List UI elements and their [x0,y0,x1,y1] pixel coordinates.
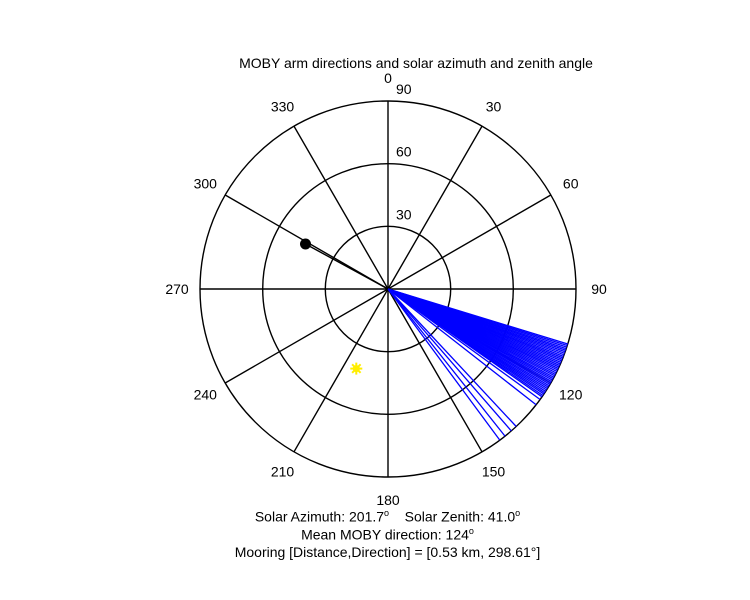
arm-direction-line [387,288,506,437]
angle-tick-label: 300 [194,176,218,192]
range-ring [262,162,515,416]
sun-marker [350,362,363,375]
mean-direction-label: Mean MOBY direction: 124 [301,526,469,543]
angle-tick-label: 120 [559,387,583,403]
arm-direction-line [387,288,541,401]
arm-direction-line [387,288,501,441]
degree-symbol: o [515,508,521,518]
mooring-label: Mooring [Distance,Direction] = [0.53 km,… [234,544,531,560]
angle-tick-label: 0 [384,70,392,86]
angle-tick-label: 180 [376,492,400,508]
polar-grid [199,100,577,478]
solar-caption: Solar Azimuth: 201.7o Solar Zenith: 41.0… [0,508,750,525]
arm-directions [387,288,568,441]
sun-core [352,365,360,373]
mooring-line [305,243,389,290]
arm-direction-line [387,288,517,427]
solar-zenith-label: Solar Zenith: 41.0 [404,508,516,525]
arm-direction-line [387,288,512,432]
degree-symbol: o [384,508,390,518]
markers [300,238,389,375]
angle-tick-label: 210 [271,464,295,480]
spoke-line [387,125,483,290]
range-ring [324,225,452,353]
spoke-line [387,194,552,290]
mean-direction-caption: Mean MOBY direction: 124o [0,526,750,543]
spoke-line [387,288,483,453]
radial-tick-label: 30 [396,206,412,222]
radial-tick-label: 90 [396,81,412,97]
mooring-caption: Mooring [Distance,Direction] = [0.53 km,… [0,544,750,560]
spoke-line [293,288,389,453]
angle-tick-label: 240 [194,387,218,403]
spoke-line [293,125,389,290]
solar-azimuth-label: Solar Azimuth: 201.7 [254,508,385,525]
chart-title: MOBY arm directions and solar azimuth an… [239,55,593,71]
angle-tick-labels: 0 30 60 90 120 150 180 210 240 270 300 330 [165,70,607,508]
angle-tick-label: 30 [486,98,502,114]
degree-symbol: o [468,526,474,536]
arm-direction-line [387,288,537,406]
angle-tick-label: 270 [165,281,189,297]
radial-tick-label: 60 [396,144,412,160]
angle-tick-label: 330 [271,98,295,114]
radial-tick-labels: 30 60 90 [396,81,412,222]
angle-tick-label: 90 [591,281,607,297]
angle-tick-label: 150 [482,464,506,480]
mooring-degree-symbol: °] [530,544,541,560]
range-ring [199,100,577,478]
spoke-line [224,288,389,384]
angle-tick-label: 60 [563,176,579,192]
mooring-marker [300,238,311,250]
